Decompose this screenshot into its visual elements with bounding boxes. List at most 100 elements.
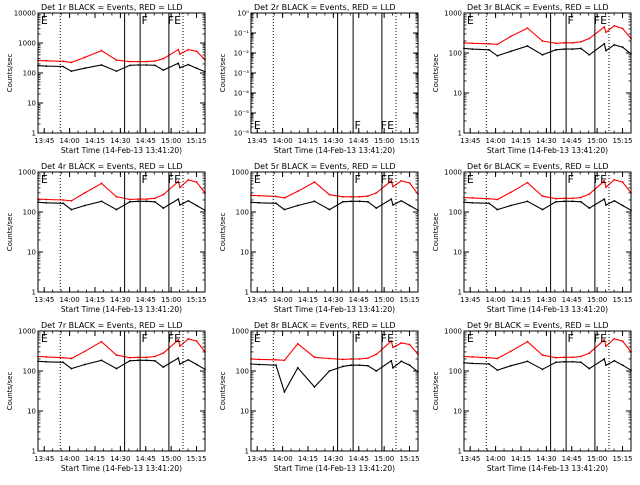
series-lld-point — [509, 35, 512, 38]
series-lld-point — [195, 340, 198, 342]
x-tick-label: 15:15 — [612, 455, 632, 463]
panel-det-6: Det 6r BLACK = Events, RED = LLD 1 10 100 10… — [432, 162, 633, 314]
x-tick-label: 14:30 — [110, 137, 130, 145]
series-events-point — [154, 64, 156, 67]
x-tick-label: 14:45 — [349, 296, 369, 304]
x-tick-label: 15:00 — [161, 137, 181, 145]
series-events-point — [137, 359, 140, 362]
series-lld-point — [115, 195, 118, 198]
series-events-point — [580, 361, 582, 364]
series-events-point — [563, 48, 566, 51]
x-tick-label: 13:45 — [34, 137, 54, 145]
series-events-point — [571, 360, 574, 363]
series-lld-point — [62, 199, 64, 201]
series-events-point — [390, 198, 393, 201]
series-events-point — [62, 202, 64, 205]
series-lld-point — [70, 357, 73, 360]
x-tick-label: 15:15 — [612, 137, 632, 145]
marker-label-e: E — [254, 119, 261, 132]
x-axis-label: Start Time (14-Feb-13 13:41:20) — [61, 464, 182, 473]
x-tick-label: 14:15 — [298, 137, 318, 145]
series-events-point — [115, 367, 118, 370]
x-tick-label: 14:15 — [511, 137, 531, 145]
series-lld-point — [83, 56, 86, 59]
y-tick-label: 1000 — [231, 169, 249, 177]
y-tick-label: 100 — [449, 50, 462, 58]
series-lld-point — [613, 178, 616, 181]
series-events-point — [488, 363, 490, 365]
series-events-point — [137, 200, 140, 203]
series-events-point — [128, 359, 131, 362]
series-lld-point — [603, 25, 606, 28]
series-events-point — [375, 370, 378, 372]
panel-title: Det 9r BLACK = Events, RED = LLD — [467, 321, 609, 330]
y-tick-label: 10000 — [14, 10, 36, 18]
y-tick-label: 100 — [236, 209, 249, 217]
plot-frame — [463, 12, 632, 134]
series-lld-point — [187, 178, 190, 181]
series-lld-point — [179, 345, 181, 347]
series-lld-point — [115, 59, 118, 61]
series-lld-point — [554, 42, 557, 45]
series-events-point — [100, 200, 103, 203]
plot-frame — [250, 171, 419, 293]
y-axis-label: Counts/sec — [6, 372, 14, 411]
panel-det-8: Det 8r BLACK = Events, RED = LLD 1 10 100 10… — [219, 321, 420, 473]
x-tick-label: 15:00 — [161, 455, 181, 463]
series-lld-point — [283, 359, 286, 362]
x-tick-label: 14:45 — [562, 296, 582, 304]
x-tick-label: 15:00 — [161, 296, 181, 304]
x-tick-label: 14:15 — [85, 455, 105, 463]
series-events-point — [177, 62, 180, 65]
series-events-point — [45, 360, 48, 363]
y-tick-label: 100 — [236, 368, 249, 376]
series-lld-point — [313, 356, 316, 359]
series-lld-point — [554, 197, 557, 200]
marker-label-e: E — [41, 14, 48, 27]
panel-det-3: Det 3r BLACK = Events, RED = LLD 1 10 100 10… — [432, 3, 633, 155]
x-tick-label: 15:15 — [186, 455, 206, 463]
series-events-point — [100, 64, 103, 66]
marker-label-e: E — [467, 332, 474, 345]
series-lld-point — [605, 345, 607, 347]
series-lld-point — [509, 191, 512, 194]
series-lld-point — [195, 50, 198, 53]
series-lld-point — [390, 340, 393, 342]
marker-label-f: F — [142, 173, 148, 186]
marker-label-e: E — [41, 173, 48, 186]
y-tick-label: 10 — [453, 249, 462, 257]
plot-frame — [250, 12, 419, 134]
series-events-point — [137, 64, 140, 66]
series-lld-point — [563, 356, 566, 359]
series-events-point — [392, 366, 394, 369]
series-lld-point — [154, 60, 156, 62]
x-tick-label: 15:15 — [399, 137, 419, 145]
x-tick-label: 13:45 — [460, 137, 480, 145]
marker-label-fe: FE — [168, 173, 181, 186]
series-events-point — [358, 364, 361, 367]
series-lld-point — [471, 197, 474, 199]
series-lld-point — [100, 182, 103, 185]
series-lld-point — [275, 358, 277, 361]
series-lld-point — [350, 195, 353, 198]
x-tick-label: 14:00 — [60, 296, 80, 304]
x-tick-label: 14:30 — [323, 296, 343, 304]
series-lld-point — [621, 27, 624, 30]
series-events-point — [554, 200, 557, 203]
panel-det-4: Det 4r BLACK = Events, RED = LLD 1 10 100 10… — [6, 162, 207, 314]
series-lld-point — [137, 356, 140, 359]
series-events-point — [162, 366, 165, 369]
series-events-point — [580, 200, 582, 203]
marker-label-f: F — [142, 332, 148, 345]
marker-label-f: F — [142, 14, 148, 27]
series-events-point — [509, 364, 512, 367]
series-events-point — [408, 364, 411, 367]
y-tick-label: 1 — [458, 448, 462, 456]
series-lld-point — [275, 195, 277, 198]
marker-label-f: F — [568, 332, 574, 345]
series-events-point — [145, 200, 148, 203]
series-lld-point — [328, 357, 331, 360]
series-lld-point — [571, 197, 574, 200]
series-lld-point — [177, 48, 180, 51]
series-lld-point — [70, 61, 73, 64]
